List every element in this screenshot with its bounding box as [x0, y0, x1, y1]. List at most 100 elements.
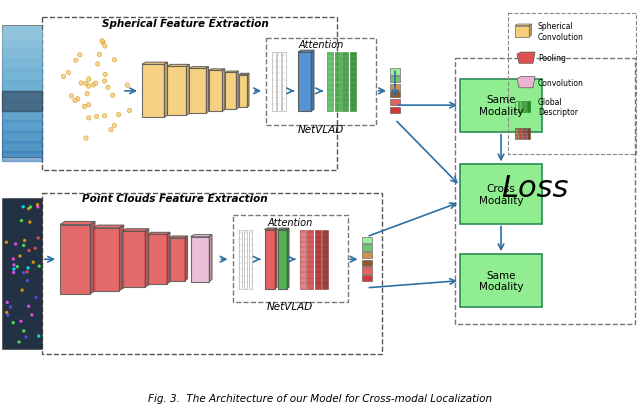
Text: Global
Descriptor: Global Descriptor: [538, 98, 578, 117]
Bar: [300, 230, 305, 289]
Circle shape: [13, 272, 15, 274]
Circle shape: [12, 258, 14, 260]
Circle shape: [37, 206, 39, 208]
Bar: [42, 194, 382, 354]
Circle shape: [86, 103, 91, 108]
Circle shape: [103, 73, 108, 77]
Circle shape: [94, 115, 99, 119]
Circle shape: [13, 264, 15, 266]
Bar: [390, 100, 400, 106]
Bar: [60, 225, 90, 294]
Circle shape: [28, 305, 29, 307]
FancyBboxPatch shape: [460, 79, 542, 132]
Bar: [298, 53, 311, 112]
Circle shape: [100, 40, 104, 44]
Circle shape: [22, 245, 25, 247]
Circle shape: [102, 79, 107, 84]
Circle shape: [26, 271, 28, 273]
Polygon shape: [311, 51, 314, 112]
Bar: [225, 73, 236, 110]
Bar: [122, 232, 145, 288]
Circle shape: [37, 237, 39, 239]
Polygon shape: [148, 233, 170, 235]
Circle shape: [77, 53, 82, 58]
Bar: [527, 102, 530, 113]
Circle shape: [10, 306, 12, 308]
Polygon shape: [239, 74, 249, 75]
Polygon shape: [191, 235, 212, 237]
Bar: [519, 128, 522, 139]
Polygon shape: [145, 229, 148, 288]
Polygon shape: [264, 228, 277, 230]
Bar: [322, 230, 328, 289]
Text: Pooling: Pooling: [538, 54, 566, 63]
Bar: [390, 107, 400, 113]
Polygon shape: [164, 63, 168, 118]
Circle shape: [26, 280, 28, 282]
Circle shape: [20, 320, 22, 322]
Circle shape: [97, 53, 102, 58]
Bar: [523, 128, 526, 139]
Text: Spherical
Convolution: Spherical Convolution: [538, 22, 584, 42]
Polygon shape: [205, 68, 209, 114]
Bar: [148, 235, 166, 284]
Bar: [362, 237, 371, 243]
Circle shape: [15, 243, 17, 245]
Circle shape: [112, 58, 116, 63]
Text: Attention: Attention: [268, 217, 312, 227]
Polygon shape: [167, 65, 189, 67]
Text: Convolution: Convolution: [538, 79, 584, 87]
Text: Spherical Feature Extraction: Spherical Feature Extraction: [102, 19, 269, 28]
Circle shape: [61, 75, 66, 79]
Circle shape: [100, 40, 105, 45]
Bar: [278, 230, 287, 289]
Circle shape: [36, 204, 38, 206]
Circle shape: [28, 250, 30, 252]
Polygon shape: [170, 237, 188, 238]
Circle shape: [28, 208, 29, 210]
Text: Loss: Loss: [501, 174, 569, 203]
Polygon shape: [517, 77, 535, 89]
Bar: [282, 53, 285, 112]
Polygon shape: [298, 51, 314, 53]
Circle shape: [32, 262, 35, 264]
Circle shape: [127, 109, 132, 113]
Polygon shape: [517, 53, 535, 64]
Circle shape: [106, 86, 110, 90]
Polygon shape: [275, 228, 277, 289]
Circle shape: [31, 314, 33, 316]
Circle shape: [109, 128, 113, 132]
Bar: [167, 67, 186, 116]
Circle shape: [74, 59, 78, 64]
Bar: [93, 228, 119, 291]
Circle shape: [29, 207, 31, 209]
Polygon shape: [166, 233, 170, 284]
Circle shape: [84, 136, 88, 141]
Circle shape: [79, 81, 83, 86]
Bar: [515, 102, 518, 113]
Bar: [335, 53, 340, 112]
Bar: [307, 230, 313, 289]
Circle shape: [12, 322, 14, 324]
Text: Point Clouds Feature Extraction: Point Clouds Feature Extraction: [82, 194, 268, 204]
Bar: [362, 268, 371, 274]
Bar: [314, 230, 321, 289]
Circle shape: [29, 222, 31, 224]
Bar: [362, 245, 371, 251]
Circle shape: [22, 206, 24, 208]
Circle shape: [6, 312, 8, 314]
Bar: [191, 237, 209, 282]
Circle shape: [84, 82, 88, 86]
Circle shape: [21, 289, 23, 292]
FancyBboxPatch shape: [460, 165, 542, 224]
Bar: [272, 53, 275, 112]
Circle shape: [20, 220, 22, 222]
Bar: [523, 102, 526, 113]
Circle shape: [19, 256, 21, 258]
Text: NetVLAD: NetVLAD: [267, 301, 313, 311]
Bar: [189, 69, 205, 114]
Bar: [264, 230, 275, 289]
Circle shape: [7, 314, 9, 316]
Bar: [455, 59, 635, 324]
Circle shape: [13, 269, 15, 271]
